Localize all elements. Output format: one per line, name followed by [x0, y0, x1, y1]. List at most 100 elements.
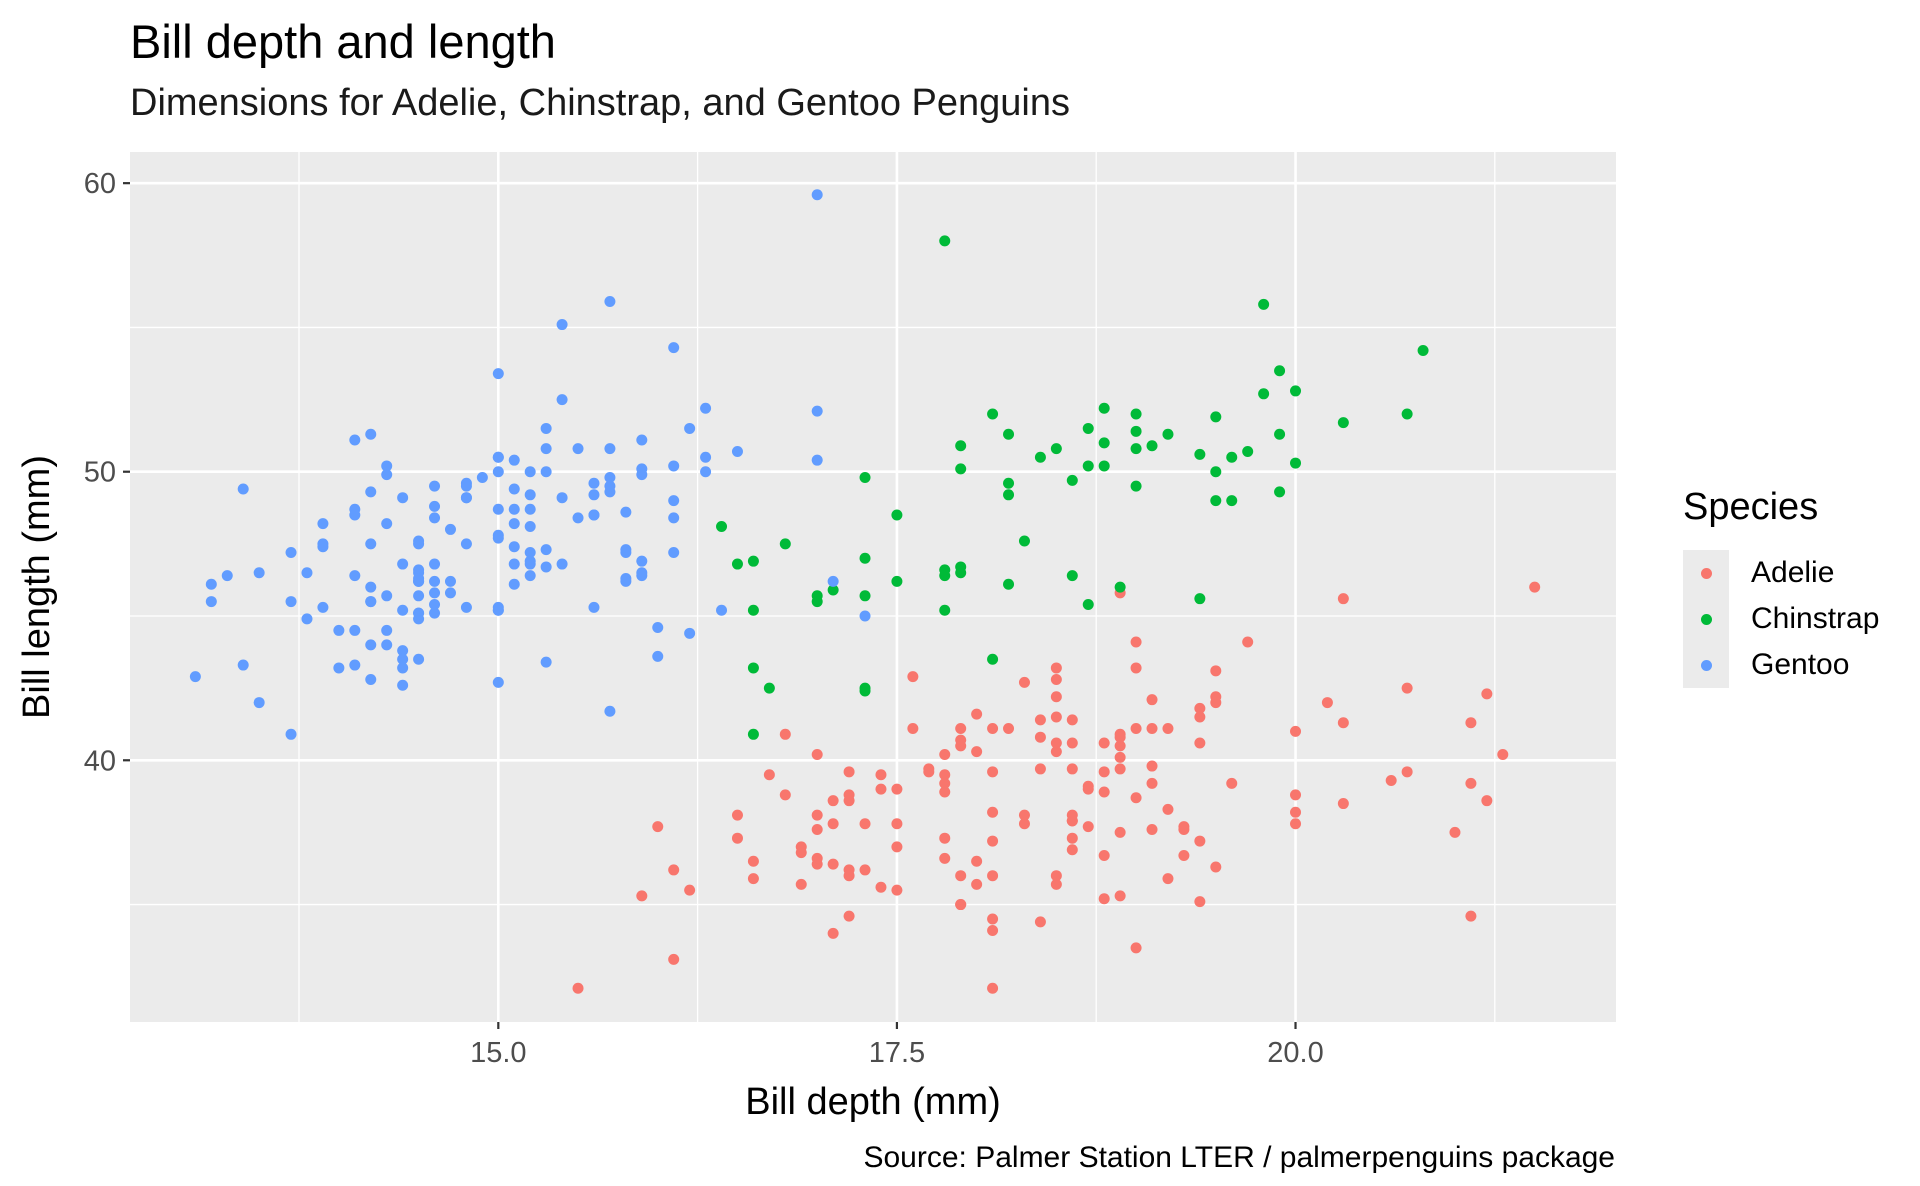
point-gentoo — [811, 189, 823, 201]
point-gentoo — [381, 469, 393, 481]
point-chinstrap — [939, 235, 951, 247]
major-gridlines — [130, 152, 1616, 1022]
point-gentoo — [397, 604, 409, 616]
point-adelie — [1066, 832, 1078, 844]
point-chinstrap — [987, 408, 999, 420]
point-gentoo — [604, 295, 616, 307]
point-adelie — [859, 818, 871, 830]
point-adelie — [1178, 821, 1190, 833]
point-gentoo — [429, 607, 441, 619]
point-chinstrap — [859, 590, 871, 602]
point-adelie — [987, 723, 999, 735]
point-gentoo — [365, 596, 377, 608]
point-gentoo — [588, 489, 600, 501]
point-gentoo — [301, 567, 313, 579]
point-chinstrap — [1210, 466, 1222, 478]
point-adelie — [795, 878, 807, 890]
point-adelie — [1034, 714, 1046, 726]
point-adelie — [1146, 760, 1158, 772]
point-chinstrap — [1018, 535, 1030, 547]
point-adelie — [1465, 910, 1477, 922]
point-gentoo — [700, 466, 712, 478]
minor-gridlines — [130, 152, 1616, 1022]
point-adelie — [891, 818, 903, 830]
point-adelie — [1194, 835, 1206, 847]
point-adelie — [1066, 815, 1078, 827]
point-gentoo — [556, 492, 568, 504]
point-chinstrap — [1401, 408, 1413, 420]
point-gentoo — [700, 451, 712, 463]
point-gentoo — [508, 558, 520, 570]
point-adelie — [971, 878, 983, 890]
point-chinstrap — [1066, 570, 1078, 582]
point-gentoo — [524, 489, 536, 501]
point-gentoo — [365, 428, 377, 440]
point-adelie — [1098, 786, 1110, 798]
point-adelie — [1465, 777, 1477, 789]
point-chinstrap — [1082, 422, 1094, 434]
point-gentoo — [636, 555, 648, 567]
point-gentoo — [397, 653, 409, 665]
point-chinstrap — [763, 682, 775, 694]
point-gentoo — [492, 451, 504, 463]
point-adelie — [1130, 636, 1142, 648]
point-gentoo — [636, 434, 648, 446]
point-adelie — [1401, 682, 1413, 694]
point-gentoo — [540, 544, 552, 556]
point-adelie — [1034, 763, 1046, 775]
point-adelie — [1337, 798, 1349, 810]
point-gentoo — [237, 659, 249, 671]
point-chinstrap — [1194, 448, 1206, 460]
point-chinstrap — [1417, 345, 1429, 357]
point-chinstrap — [1274, 428, 1286, 440]
point-adelie — [811, 749, 823, 761]
point-gentoo — [365, 581, 377, 593]
point-gentoo — [492, 532, 504, 544]
point-adelie — [1290, 725, 1302, 737]
point-adelie — [572, 982, 584, 994]
point-gentoo — [556, 319, 568, 331]
point-adelie — [891, 884, 903, 896]
point-gentoo — [508, 578, 520, 590]
point-adelie — [827, 795, 839, 807]
point-chinstrap — [827, 584, 839, 596]
point-gentoo — [700, 402, 712, 414]
point-adelie — [1337, 717, 1349, 729]
point-gentoo — [333, 624, 345, 636]
point-gentoo — [285, 596, 297, 608]
point-gentoo — [237, 483, 249, 495]
point-adelie — [955, 734, 967, 746]
point-gentoo — [668, 460, 680, 472]
point-adelie — [1210, 691, 1222, 703]
point-adelie — [1114, 731, 1126, 743]
point-gentoo — [221, 570, 233, 582]
point-chinstrap — [891, 509, 903, 521]
point-adelie — [939, 749, 951, 761]
point-gentoo — [811, 454, 823, 466]
point-gentoo — [413, 590, 425, 602]
point-chinstrap — [1210, 411, 1222, 423]
point-adelie — [875, 881, 887, 893]
point-gentoo — [349, 659, 361, 671]
point-gentoo — [540, 656, 552, 668]
point-chinstrap — [1066, 474, 1078, 486]
point-gentoo — [205, 596, 217, 608]
point-chinstrap — [1034, 451, 1046, 463]
point-gentoo — [444, 523, 456, 535]
point-adelie — [1146, 777, 1158, 789]
point-adelie — [1290, 806, 1302, 818]
point-adelie — [795, 847, 807, 859]
point-gentoo — [604, 480, 616, 492]
point-adelie — [843, 795, 855, 807]
point-adelie — [668, 953, 680, 965]
point-adelie — [1401, 766, 1413, 778]
point-chinstrap — [1258, 388, 1270, 400]
point-gentoo — [508, 518, 520, 530]
point-gentoo — [716, 604, 728, 616]
point-adelie — [891, 841, 903, 853]
y-tick-label: 50 — [84, 457, 116, 489]
point-adelie — [1162, 723, 1174, 735]
point-gentoo — [492, 676, 504, 688]
point-gentoo — [397, 679, 409, 691]
